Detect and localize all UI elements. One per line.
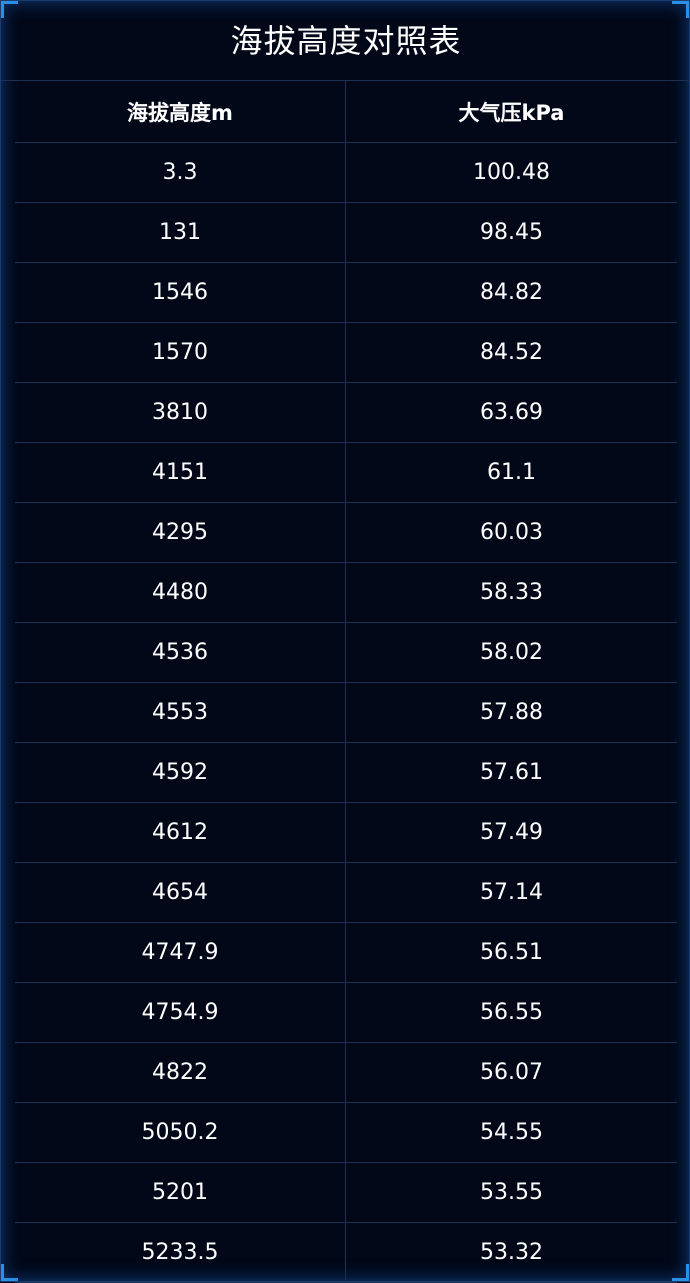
corner-decoration — [1, 1264, 18, 1281]
column-header-pressure: 大气压kPa — [458, 100, 565, 125]
pressure-cell: 98.45 — [480, 220, 543, 245]
corner-decoration — [672, 1264, 689, 1281]
altitude-cell: 1546 — [15, 263, 346, 322]
table-row: 4295 60.03 — [15, 503, 677, 563]
altitude-cell: 4480 — [15, 563, 346, 622]
altitude-cell: 4612 — [15, 803, 346, 862]
pressure-cell: 57.49 — [480, 820, 543, 845]
table-row: 1546 84.82 — [15, 263, 677, 323]
pressure-cell: 84.82 — [480, 280, 543, 305]
pressure-cell: 54.55 — [480, 1120, 543, 1145]
altitude-cell: 4592 — [15, 743, 346, 802]
altitude-cell: 5201 — [15, 1163, 346, 1222]
altitude-cell: 4536 — [15, 623, 346, 682]
altitude-cell: 4822 — [15, 1043, 346, 1102]
pressure-cell: 56.51 — [480, 940, 543, 965]
pressure-cell: 57.14 — [480, 880, 543, 905]
table-header-row: 海拔高度m 大气压kPa — [15, 81, 677, 143]
pressure-cell: 63.69 — [480, 400, 543, 425]
pressure-cell: 58.02 — [480, 640, 543, 665]
table-row: 4480 58.33 — [15, 563, 677, 623]
pressure-cell: 58.33 — [480, 580, 543, 605]
table-row: 4654 57.14 — [15, 863, 677, 923]
table-row: 5233.5 53.32 — [15, 1223, 677, 1283]
altitude-pressure-table: 海拔高度m 大气压kPa 3.3 100.48 131 98.45 1546 84.82 1… — [15, 81, 677, 1283]
title-divider — [1, 80, 690, 81]
altitude-cell: 3.3 — [15, 143, 346, 202]
table-row: 5050.2 54.55 — [15, 1103, 677, 1163]
table-row: 4822 56.07 — [15, 1043, 677, 1103]
altitude-cell: 3810 — [15, 383, 346, 442]
corner-decoration — [672, 1, 689, 18]
table-row: 4536 58.02 — [15, 623, 677, 683]
pressure-cell: 61.1 — [487, 460, 536, 485]
column-header-altitude: 海拔高度m — [15, 81, 346, 142]
altitude-cell: 5233.5 — [15, 1223, 346, 1282]
table-row: 3.3 100.48 — [15, 143, 677, 203]
pressure-cell: 100.48 — [473, 160, 550, 185]
table-row: 4747.9 56.51 — [15, 923, 677, 983]
pressure-cell: 57.61 — [480, 760, 543, 785]
pressure-cell: 53.32 — [480, 1240, 543, 1265]
altitude-cell: 4654 — [15, 863, 346, 922]
page-title: 海拔高度对照表 — [230, 22, 462, 60]
altitude-cell: 131 — [15, 203, 346, 262]
table-row: 4612 57.49 — [15, 803, 677, 863]
altitude-cell: 4754.9 — [15, 983, 346, 1042]
table-row: 4754.9 56.55 — [15, 983, 677, 1043]
pressure-cell: 84.52 — [480, 340, 543, 365]
table-row: 4151 61.1 — [15, 443, 677, 503]
altitude-cell: 4295 — [15, 503, 346, 562]
altitude-cell: 5050.2 — [15, 1103, 346, 1162]
table-row: 5201 53.55 — [15, 1163, 677, 1223]
table-row: 4592 57.61 — [15, 743, 677, 803]
table-row: 131 98.45 — [15, 203, 677, 263]
table-row: 1570 84.52 — [15, 323, 677, 383]
pressure-cell: 57.88 — [480, 700, 543, 725]
altitude-cell: 4151 — [15, 443, 346, 502]
pressure-cell: 53.55 — [480, 1180, 543, 1205]
table-row: 3810 63.69 — [15, 383, 677, 443]
altitude-cell: 1570 — [15, 323, 346, 382]
altitude-cell: 4553 — [15, 683, 346, 742]
table-row: 4553 57.88 — [15, 683, 677, 743]
altitude-cell: 4747.9 — [15, 923, 346, 982]
pressure-cell: 56.07 — [480, 1060, 543, 1085]
table-body: 3.3 100.48 131 98.45 1546 84.82 1570 84.52 3810 6… — [15, 143, 677, 1283]
corner-decoration — [1, 1, 18, 18]
pressure-cell: 60.03 — [480, 520, 543, 545]
pressure-cell: 56.55 — [480, 1000, 543, 1025]
